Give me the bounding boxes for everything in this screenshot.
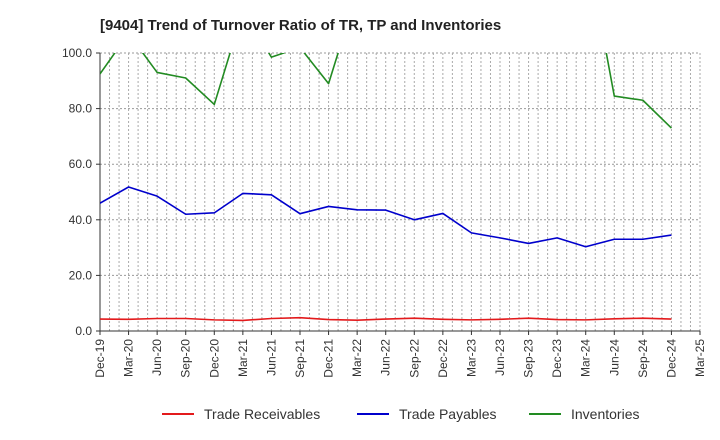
chart-title: [9404] Trend of Turnover Ratio of TR, TP… bbox=[100, 17, 501, 34]
x-tick-label: Dec-23 bbox=[550, 339, 564, 378]
y-tick-label: 80.0 bbox=[69, 102, 93, 116]
x-tick-label: Sep-24 bbox=[636, 339, 650, 378]
y-tick-label: 100.0 bbox=[62, 46, 92, 60]
x-tick-label: Mar-24 bbox=[579, 339, 593, 377]
x-tick-label: Sep-20 bbox=[179, 339, 193, 378]
x-tick-label: Mar-23 bbox=[464, 339, 478, 377]
x-axis-ticks: Dec-19 Mar-20 Jun-20 Sep-20 Dec-20 Mar-21 Jun-… bbox=[93, 331, 707, 378]
series-line-inventories bbox=[100, 53, 672, 129]
y-tick-label: 20.0 bbox=[69, 268, 93, 282]
x-tick-label: Jun-21 bbox=[264, 339, 278, 376]
x-tick-label: Mar-20 bbox=[122, 339, 136, 377]
x-tick-label: Sep-23 bbox=[522, 339, 536, 378]
legend-label: Inventories bbox=[571, 406, 639, 422]
x-tick-label: Mar-21 bbox=[236, 339, 250, 377]
x-tick-label: Sep-22 bbox=[407, 339, 421, 378]
x-tick-label: Jun-22 bbox=[379, 339, 393, 376]
x-tick-label: Dec-24 bbox=[664, 339, 678, 378]
series-lines bbox=[100, 53, 672, 322]
grid-lines bbox=[99, 52, 701, 332]
legend-label: Trade Payables bbox=[399, 406, 497, 422]
x-tick-label: Dec-22 bbox=[436, 339, 450, 378]
x-tick-label: Dec-21 bbox=[322, 339, 336, 378]
x-tick-label: Mar-25 bbox=[693, 339, 707, 377]
axes bbox=[99, 53, 700, 332]
x-tick-label: Jun-24 bbox=[607, 339, 621, 376]
legend-label: Trade Receivables bbox=[204, 406, 320, 422]
y-tick-label: 40.0 bbox=[69, 213, 93, 227]
x-tick-label: Sep-21 bbox=[293, 339, 307, 378]
x-tick-label: Mar-22 bbox=[350, 339, 364, 377]
y-tick-label: 60.0 bbox=[69, 157, 93, 171]
series-line-trade-payables bbox=[100, 186, 672, 248]
y-tick-label: 0.0 bbox=[75, 324, 92, 338]
y-axis-ticks: 0.0 20.0 40.0 60.0 80.0 100.0 bbox=[62, 46, 100, 338]
x-tick-label: Jun-23 bbox=[493, 339, 507, 376]
x-tick-label: Dec-19 bbox=[93, 339, 107, 378]
series-line-trade-receivables bbox=[100, 316, 672, 322]
legend: Trade Receivables Trade Payables Inventori… bbox=[162, 406, 639, 422]
x-tick-label: Dec-20 bbox=[207, 339, 221, 378]
x-tick-label: Jun-20 bbox=[150, 339, 164, 376]
